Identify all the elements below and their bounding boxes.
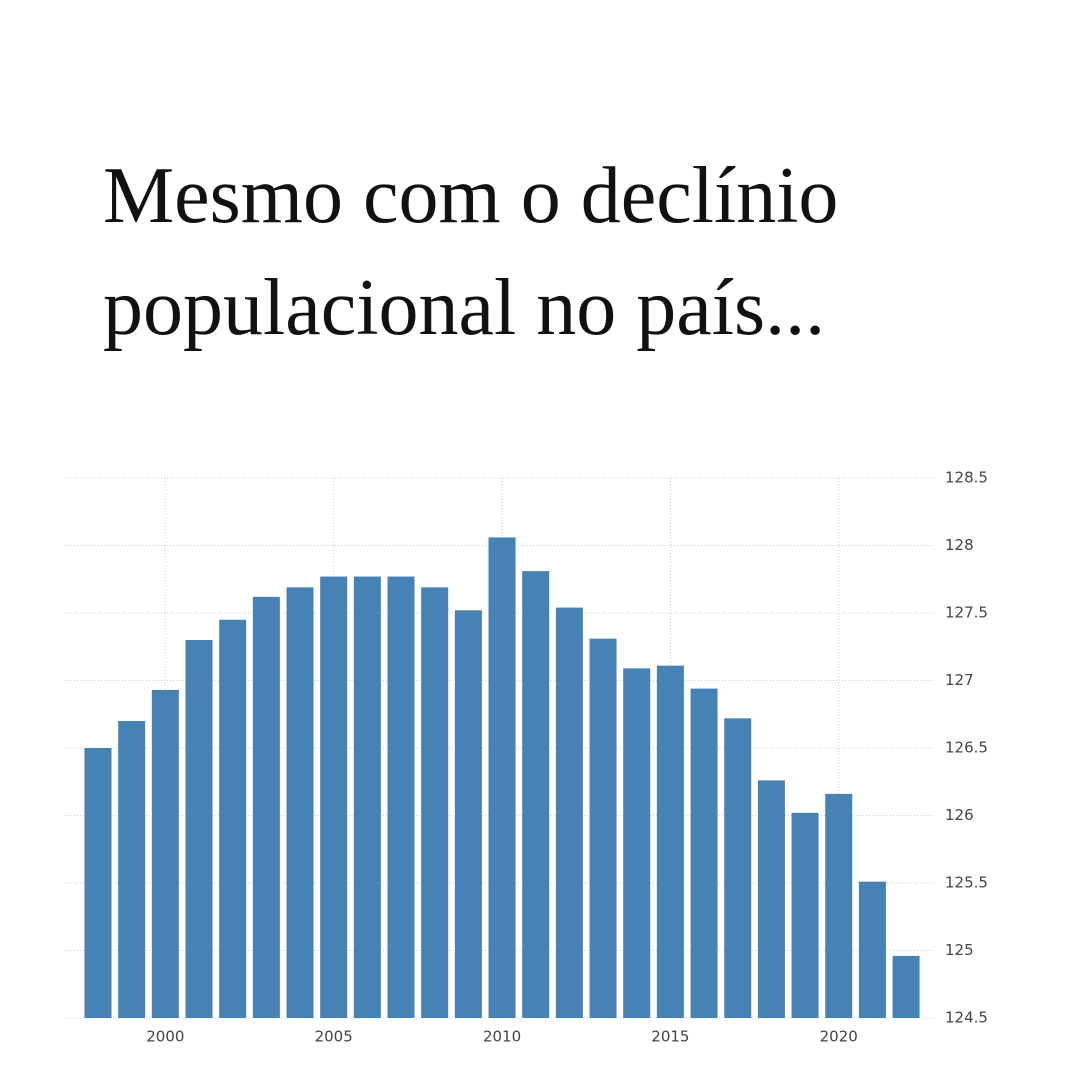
bar — [84, 748, 112, 1018]
y-tick-label: 126.5 — [945, 739, 988, 757]
y-tick-label: 125 — [945, 941, 974, 959]
bar — [825, 793, 853, 1018]
x-tick-label: 2020 — [820, 1028, 858, 1046]
bar — [555, 607, 583, 1018]
bar — [623, 668, 651, 1018]
bar — [791, 812, 819, 1018]
bar — [252, 596, 280, 1018]
bar — [690, 688, 718, 1018]
y-tick-label: 125.5 — [945, 874, 988, 892]
x-tick-label: 2005 — [315, 1028, 353, 1046]
y-tick-label: 128 — [945, 536, 974, 554]
y-tick-label: 124.5 — [945, 1009, 988, 1027]
bar — [656, 665, 684, 1018]
title: Mesmo com o declínio populacional no paí… — [103, 140, 838, 364]
y-tick-label: 127 — [945, 671, 974, 689]
title-line: populacional no país... — [103, 264, 826, 352]
x-tick-label: 2015 — [651, 1028, 689, 1046]
bar — [118, 721, 146, 1018]
y-tick-label: 126 — [945, 806, 974, 824]
bar — [522, 571, 550, 1018]
bar — [589, 638, 617, 1018]
bar — [724, 718, 752, 1018]
bar — [757, 780, 785, 1018]
bar — [488, 537, 516, 1018]
bar — [353, 576, 381, 1018]
bar — [387, 576, 415, 1018]
title-line: Mesmo com o declínio — [103, 152, 839, 240]
x-tick-label: 2000 — [146, 1028, 184, 1046]
bar — [185, 640, 213, 1018]
bar — [421, 587, 449, 1018]
y-tick-label: 128.5 — [945, 469, 988, 487]
bar — [858, 881, 886, 1018]
x-tick-label: 2010 — [483, 1028, 521, 1046]
bar — [219, 619, 247, 1018]
bar — [151, 689, 179, 1018]
bar — [286, 587, 314, 1018]
bar — [892, 955, 920, 1018]
y-tick-label: 127.5 — [945, 604, 988, 622]
bar — [320, 576, 348, 1018]
bar — [454, 610, 482, 1018]
